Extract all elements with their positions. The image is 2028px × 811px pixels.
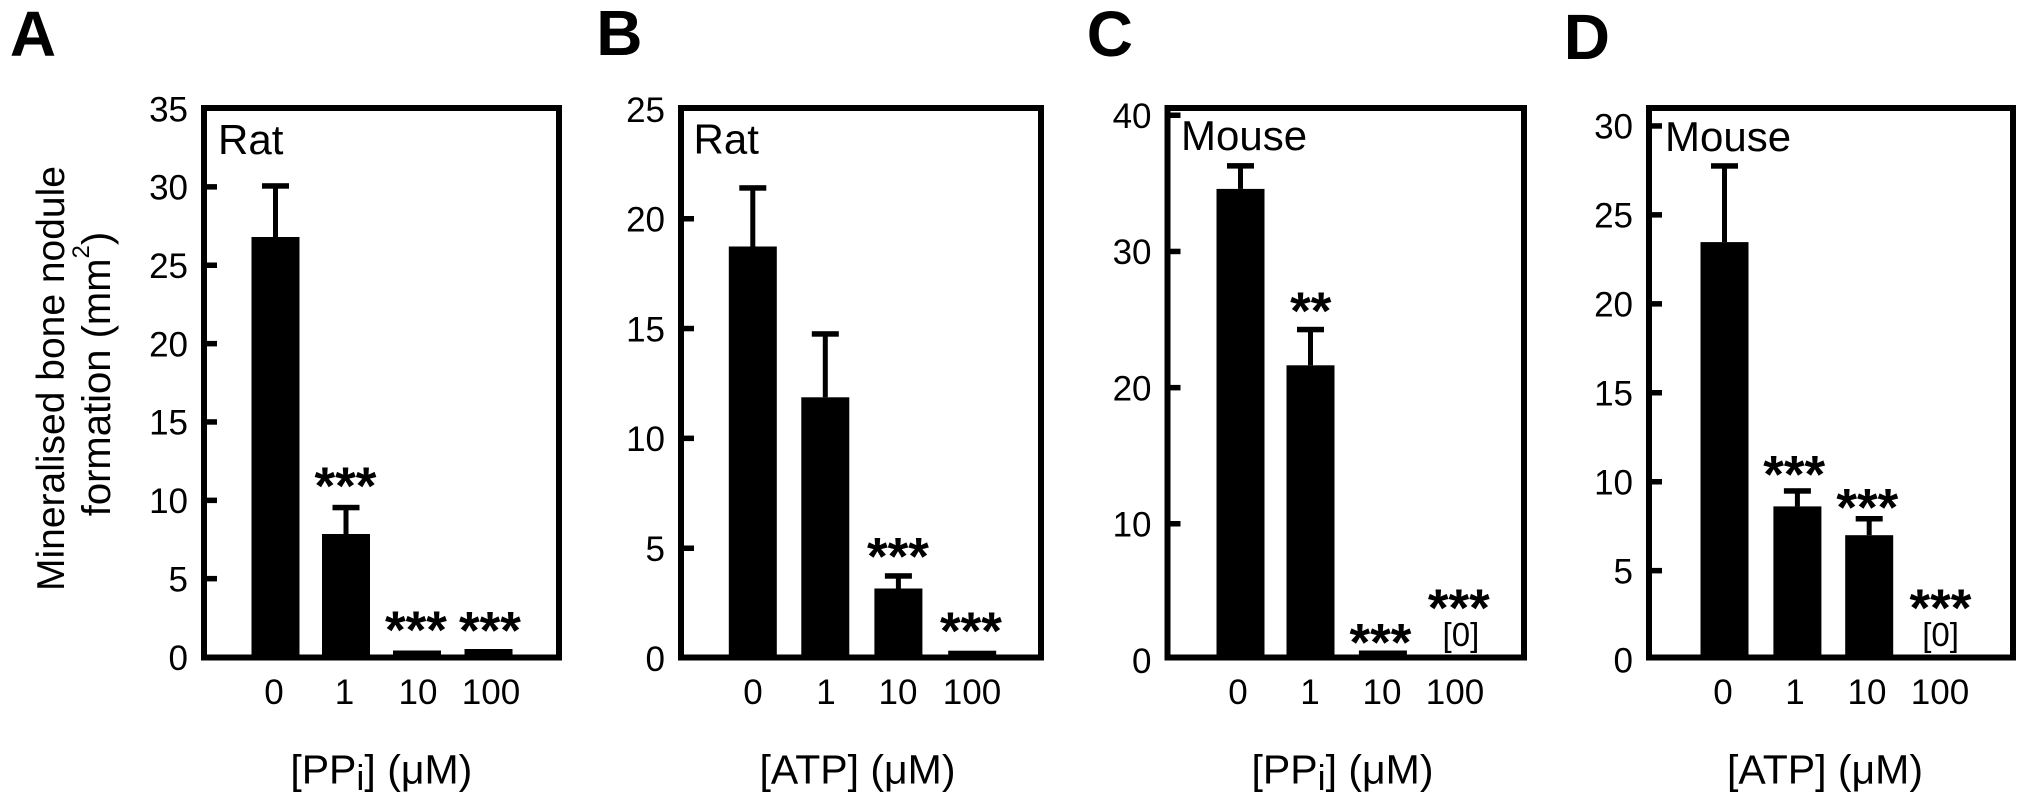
- svg-text:25: 25: [626, 91, 665, 130]
- svg-text:B: B: [596, 0, 642, 69]
- svg-text:100: 100: [1426, 673, 1484, 712]
- svg-text:0: 0: [1713, 673, 1732, 712]
- svg-text:***: ***: [385, 601, 447, 660]
- svg-text:30: 30: [149, 169, 188, 208]
- svg-text:Rat: Rat: [694, 116, 760, 163]
- svg-text:[PPi] (μM): [PPi] (μM): [1252, 747, 1434, 799]
- svg-text:5: 5: [169, 560, 188, 599]
- svg-text:[PPi] (μM): [PPi] (μM): [290, 747, 472, 799]
- svg-text:100: 100: [462, 673, 520, 712]
- svg-text:formation (mm2): formation (mm2): [68, 232, 119, 517]
- svg-text:Mouse: Mouse: [1665, 113, 1791, 160]
- svg-text:**: **: [1290, 282, 1332, 341]
- svg-text:***: ***: [1349, 613, 1411, 672]
- svg-text:[0]: [0]: [1922, 616, 1959, 653]
- svg-text:[ATP] (μM): [ATP] (μM): [760, 747, 956, 793]
- svg-text:0: 0: [264, 673, 283, 712]
- svg-text:***: ***: [459, 602, 521, 661]
- svg-text:Rat: Rat: [218, 116, 284, 163]
- svg-text:10: 10: [626, 420, 665, 459]
- svg-text:10: 10: [1363, 673, 1402, 712]
- svg-text:***: ***: [315, 457, 377, 516]
- svg-text:Mouse: Mouse: [1181, 112, 1307, 159]
- svg-text:10: 10: [149, 482, 188, 521]
- svg-text:20: 20: [626, 201, 665, 240]
- svg-text:10: 10: [1113, 506, 1152, 545]
- svg-text:40: 40: [1113, 97, 1152, 136]
- svg-text:0: 0: [1228, 673, 1247, 712]
- svg-text:10: 10: [399, 673, 438, 712]
- svg-text:C: C: [1087, 0, 1133, 70]
- svg-text:***: ***: [867, 528, 929, 587]
- svg-text:10: 10: [1594, 464, 1633, 503]
- svg-text:15: 15: [149, 404, 188, 443]
- svg-text:[ATP] (μM): [ATP] (μM): [1727, 747, 1923, 793]
- svg-text:***: ***: [940, 602, 1002, 661]
- svg-text:***: ***: [1428, 579, 1490, 638]
- svg-text:100: 100: [1911, 673, 1969, 712]
- svg-text:0: 0: [1614, 641, 1633, 680]
- svg-text:***: ***: [1836, 479, 1898, 538]
- svg-text:25: 25: [1594, 197, 1633, 236]
- svg-text:***: ***: [1763, 446, 1825, 505]
- svg-text:5: 5: [646, 530, 665, 569]
- svg-text:0: 0: [169, 639, 188, 678]
- svg-text:0: 0: [743, 673, 762, 712]
- svg-text:1: 1: [1785, 673, 1804, 712]
- svg-text:1: 1: [1300, 673, 1319, 712]
- svg-text:***: ***: [1909, 579, 1971, 638]
- svg-text:Mineralised bone nodule: Mineralised bone nodule: [30, 166, 73, 591]
- svg-text:15: 15: [1594, 375, 1633, 414]
- svg-text:20: 20: [1113, 369, 1152, 408]
- svg-text:30: 30: [1594, 108, 1633, 147]
- svg-text:1: 1: [816, 673, 835, 712]
- svg-text:[0]: [0]: [1443, 616, 1480, 653]
- svg-text:1: 1: [335, 673, 354, 712]
- svg-text:25: 25: [149, 247, 188, 286]
- svg-text:35: 35: [149, 90, 188, 129]
- svg-text:A: A: [10, 0, 56, 70]
- svg-text:30: 30: [1113, 233, 1152, 272]
- svg-text:15: 15: [626, 310, 665, 349]
- svg-text:20: 20: [1594, 286, 1633, 325]
- svg-text:20: 20: [149, 325, 188, 364]
- svg-text:0: 0: [1132, 642, 1151, 681]
- svg-text:0: 0: [646, 640, 665, 679]
- svg-text:D: D: [1564, 1, 1610, 73]
- svg-text:100: 100: [943, 673, 1001, 712]
- svg-text:10: 10: [879, 673, 918, 712]
- svg-text:10: 10: [1848, 673, 1887, 712]
- svg-text:5: 5: [1614, 552, 1633, 591]
